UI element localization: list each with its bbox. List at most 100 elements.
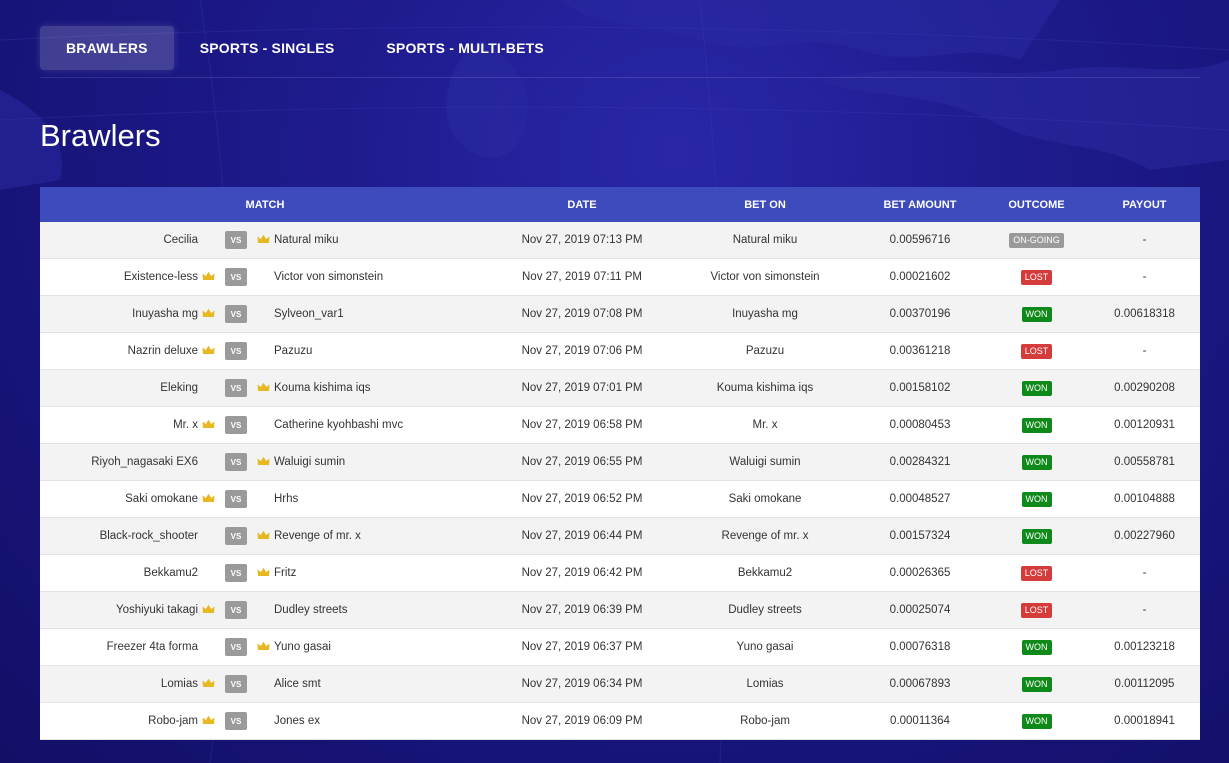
outcome-badge: WON xyxy=(1021,454,1052,470)
player-two-name: Catherine kyohbashi mvc xyxy=(274,419,404,431)
player-one-name: Inuyasha mg xyxy=(132,308,198,320)
page-title: Brawlers xyxy=(40,118,161,153)
player-one: Cecilia xyxy=(40,234,215,246)
player-one: Nazrin deluxe xyxy=(40,345,215,358)
player-one-name: Robo-jam xyxy=(148,715,198,727)
match-cell: Cecilia VS Natural miku xyxy=(40,231,490,249)
bet-amount-cell: 0.00025074 xyxy=(889,604,951,616)
crown-icon xyxy=(202,678,215,691)
player-two: Catherine kyohbashi mvc xyxy=(257,419,403,431)
table-body: Cecilia VS Natural miku Nov 27, 2019 07:13 … xyxy=(40,222,1200,740)
player-two-name: Hrhs xyxy=(274,493,299,505)
player-one-name: Bekkamu2 xyxy=(143,567,198,579)
player-one-name: Black-rock_shooter xyxy=(99,530,198,542)
bet-amount-cell: 0.00284321 xyxy=(889,456,951,468)
bet-amount-cell: 0.00048527 xyxy=(889,493,951,505)
vs-badge: VS xyxy=(225,268,247,286)
outcome-cell: WON xyxy=(984,454,1089,470)
match-cell: Bekkamu2 VS Fritz xyxy=(40,564,490,582)
crown-icon xyxy=(202,715,215,728)
player-one-name: Freezer 4ta forma xyxy=(106,641,198,653)
player-two: Pazuzu xyxy=(257,345,312,357)
header-match: MATCH xyxy=(245,198,285,211)
player-two: Victor von simonstein xyxy=(257,271,383,283)
header-date: DATE xyxy=(567,198,597,211)
crown-icon xyxy=(202,308,215,321)
bet-on-cell: Robo-jam xyxy=(740,715,790,727)
vs-badge: VS xyxy=(225,675,247,693)
payout-cell: - xyxy=(1142,345,1147,357)
tab-brawlers[interactable]: BRAWLERS xyxy=(40,26,174,70)
table-row: Mr. x VS Catherine kyohbashi mvc Nov 27, 20… xyxy=(40,407,1200,444)
vs-badge: VS xyxy=(225,416,247,434)
player-one-name: Existence-less xyxy=(123,271,198,283)
table-row: Black-rock_shooter VS Revenge of mr. x Nov … xyxy=(40,518,1200,555)
outcome-badge: LOST xyxy=(1020,565,1053,581)
outcome-cell: ON-GOING xyxy=(984,232,1089,248)
crown-icon xyxy=(202,419,215,432)
bet-on-cell: Mr. x xyxy=(752,419,778,431)
date-cell: Nov 27, 2019 06:44 PM xyxy=(521,530,643,542)
outcome-badge: LOST xyxy=(1020,343,1053,359)
crown-icon xyxy=(202,493,215,506)
bet-amount-cell: 0.00596716 xyxy=(889,234,951,246)
player-two: Alice smt xyxy=(257,678,321,690)
outcome-cell: LOST xyxy=(984,602,1089,618)
outcome-cell: LOST xyxy=(984,269,1089,285)
bet-amount-cell: 0.00076318 xyxy=(889,641,951,653)
payout-cell: - xyxy=(1142,567,1147,579)
player-one-name: Yoshiyuki takagi xyxy=(115,604,198,616)
crown-icon xyxy=(257,530,270,543)
bet-amount-cell: 0.00011364 xyxy=(890,715,950,727)
player-one-name: Mr. x xyxy=(173,419,198,431)
vs-badge: VS xyxy=(225,601,247,619)
table-row: Nazrin deluxe VS Pazuzu Nov 27, 2019 07:06 … xyxy=(40,333,1200,370)
bet-on-cell: Dudley streets xyxy=(728,604,802,616)
payout-cell: 0.00112095 xyxy=(1114,678,1175,690)
table-row: Robo-jam VS Jones ex Nov 27, 2019 06:09 PM R… xyxy=(40,703,1200,740)
tab-sports-singles[interactable]: SPORTS - SINGLES xyxy=(199,40,335,56)
payout-cell: - xyxy=(1142,604,1147,616)
bet-on-cell: Yuno gasai xyxy=(736,641,794,653)
date-cell: Nov 27, 2019 06:09 PM xyxy=(521,715,643,727)
payout-cell: 0.00018941 xyxy=(1114,715,1175,727)
header-bet-on: BET ON xyxy=(744,198,786,211)
table-row: Freezer 4ta forma VS Yuno gasai Nov 27, 201… xyxy=(40,629,1200,666)
player-two: Fritz xyxy=(257,567,296,580)
outcome-badge: WON xyxy=(1021,306,1052,322)
player-one: Mr. x xyxy=(40,419,215,432)
tab-sports-multi-bets[interactable]: SPORTS - MULTI-BETS xyxy=(386,40,544,56)
table-row: Bekkamu2 VS Fritz Nov 27, 2019 06:42 PM Bekk… xyxy=(40,555,1200,592)
outcome-badge: WON xyxy=(1021,380,1052,396)
player-two-name: Jones ex xyxy=(274,715,321,727)
outcome-cell: WON xyxy=(984,676,1089,692)
date-cell: Nov 27, 2019 06:39 PM xyxy=(521,604,643,616)
bet-on-cell: Natural miku xyxy=(732,234,798,246)
payout-cell: 0.00558781 xyxy=(1114,456,1175,468)
table-header: MATCH DATE BET ON BET AMOUNT OUTCOME PAY… xyxy=(40,187,1200,222)
player-one: Black-rock_shooter xyxy=(40,530,215,542)
player-two: Natural miku xyxy=(257,234,339,247)
player-two-name: Dudley streets xyxy=(274,604,348,616)
date-cell: Nov 27, 2019 07:01 PM xyxy=(521,382,643,394)
match-cell: Riyoh_nagasaki EX6 VS Waluigi sumin xyxy=(40,453,490,471)
table-row: Riyoh_nagasaki EX6 VS Waluigi sumin Nov 27,… xyxy=(40,444,1200,481)
bets-table: MATCH DATE BET ON BET AMOUNT OUTCOME PAY… xyxy=(40,187,1200,740)
date-cell: Nov 27, 2019 07:06 PM xyxy=(521,345,643,357)
match-cell: Nazrin deluxe VS Pazuzu xyxy=(40,342,490,360)
vs-badge: VS xyxy=(225,490,247,508)
bet-category-tabs: BRAWLERS SPORTS - SINGLES SPORTS - MULTI… xyxy=(40,26,1200,78)
match-cell: Robo-jam VS Jones ex xyxy=(40,712,490,730)
payout-cell: - xyxy=(1142,271,1147,283)
bet-on-cell: Inuyasha mg xyxy=(732,308,798,320)
player-two-name: Sylveon_var1 xyxy=(274,308,344,320)
date-cell: Nov 27, 2019 07:08 PM xyxy=(521,308,643,320)
player-one-name: Cecilia xyxy=(163,234,198,246)
crown-icon xyxy=(257,382,270,395)
player-one-name: Nazrin deluxe xyxy=(127,345,198,357)
vs-badge: VS xyxy=(225,527,247,545)
date-cell: Nov 27, 2019 06:52 PM xyxy=(521,493,643,505)
outcome-cell: LOST xyxy=(984,343,1089,359)
payout-cell: 0.00104888 xyxy=(1114,493,1175,505)
match-cell: Black-rock_shooter VS Revenge of mr. x xyxy=(40,527,490,545)
